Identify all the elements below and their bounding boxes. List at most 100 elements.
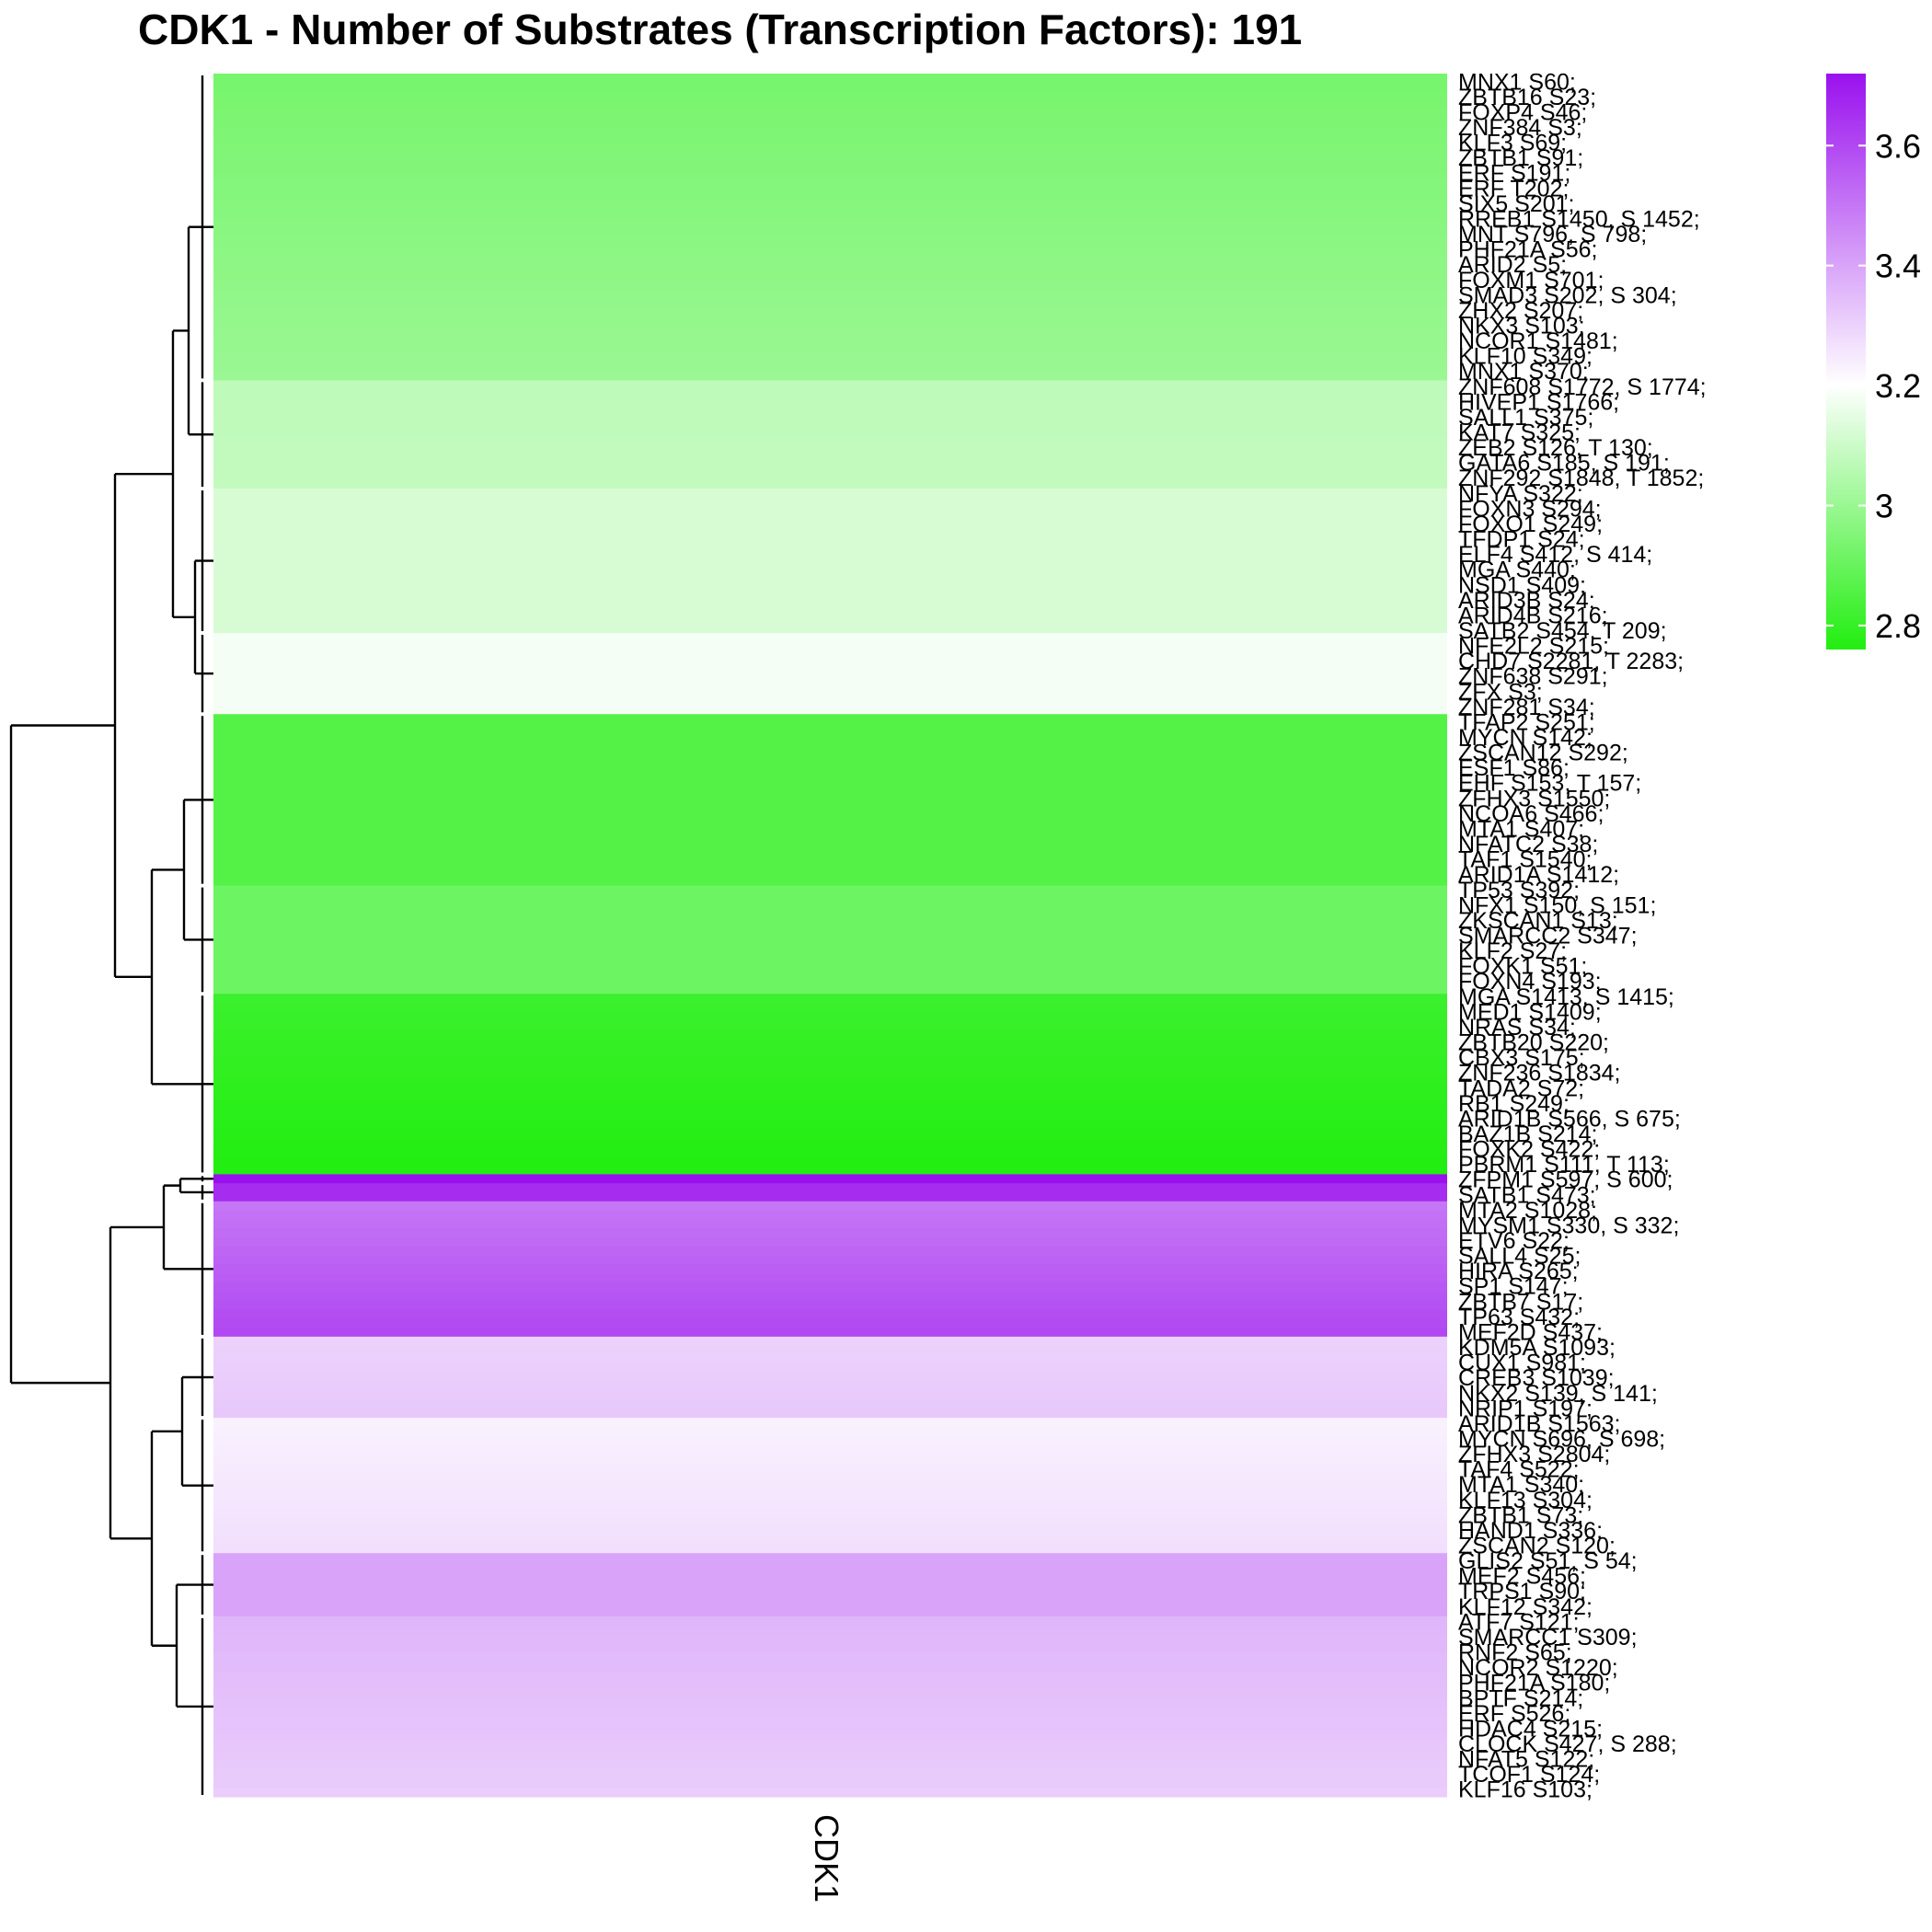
- heatmap-cell: [213, 1011, 1447, 1022]
- heatmap-cell: [213, 930, 1447, 941]
- heatmap-cell: [213, 1751, 1447, 1762]
- heatmap-cell: [213, 1237, 1447, 1248]
- row-label: ZKSCAN1 S13;: [1458, 908, 1618, 934]
- heatmap-cell: [213, 1282, 1447, 1293]
- heatmap-cell: [213, 958, 1447, 968]
- heatmap-cell: [213, 975, 1447, 986]
- heatmap-cell: [213, 551, 1447, 562]
- row-label: GLIS2 S51, S 54;: [1458, 1548, 1638, 1574]
- row-label: TADA2 S72;: [1458, 1075, 1584, 1101]
- heatmap-cells: [213, 74, 1447, 1798]
- heatmap-cell: [213, 1697, 1447, 1708]
- row-label: MYSM1 S330, S 332;: [1458, 1213, 1679, 1238]
- heatmap-cell: [213, 731, 1447, 742]
- row-label: ZBTB1 S73;: [1458, 1502, 1583, 1528]
- heatmap-cell: [213, 1769, 1447, 1779]
- row-label: NRIP1 S197;: [1458, 1396, 1593, 1421]
- heatmap-cell: [213, 966, 1447, 977]
- row-label: ZFHX3 S1550;: [1458, 786, 1610, 811]
- heatmap-cell: [213, 1570, 1447, 1581]
- heatmap-cell: [213, 542, 1447, 553]
- row-label: ERF S191;: [1458, 161, 1570, 187]
- heatmap-cell: [213, 1589, 1447, 1599]
- row-label: SALL1 S375;: [1458, 405, 1593, 431]
- row-label: KLF16 S103;: [1458, 1777, 1593, 1803]
- heatmap-cell: [213, 307, 1447, 318]
- row-label: MTA2 S1028;: [1458, 1198, 1597, 1224]
- heatmap-cell: [213, 524, 1447, 535]
- heatmap-cell: [213, 1625, 1447, 1636]
- heatmap-cell: [213, 741, 1447, 752]
- row-label: KLF12 S342;: [1458, 1594, 1593, 1620]
- heatmap-cell: [213, 362, 1447, 373]
- row-label: ARID1B S566, S 675;: [1458, 1106, 1681, 1132]
- legend-tick-label: 3.6: [1875, 127, 1921, 165]
- heatmap-cell: [213, 245, 1447, 255]
- heatmap-cell: [213, 1039, 1447, 1049]
- heatmap-cell: [213, 1670, 1447, 1681]
- row-label: ZNF236 S1834;: [1458, 1061, 1621, 1087]
- row-label: MNX1 S370;: [1458, 359, 1589, 385]
- row-label: NCOA6 S466;: [1458, 801, 1604, 827]
- row-label: NKX2 S139, S 141;: [1458, 1381, 1658, 1407]
- heatmap-cell: [213, 1463, 1447, 1473]
- heatmap-cell: [213, 1003, 1447, 1013]
- heatmap-cell: [213, 660, 1447, 670]
- heatmap-cell: [213, 714, 1447, 724]
- row-label: ELF4 S412, S 414;: [1458, 542, 1652, 568]
- heatmap-cell: [213, 1345, 1447, 1356]
- row-label: CHD7 S2281, T 2283;: [1458, 649, 1684, 674]
- heatmap-cell: [213, 1409, 1447, 1419]
- heatmap-cell: [213, 776, 1447, 788]
- row-label: MGA S1413, S 1415;: [1458, 984, 1674, 1010]
- heatmap-cell: [213, 299, 1447, 309]
- heatmap-cell: [213, 217, 1447, 228]
- column-label: CDK1: [808, 1814, 845, 1903]
- legend-tick-label: 2.8: [1875, 607, 1921, 645]
- row-label: ZBTB16 S23;: [1458, 85, 1596, 110]
- heatmap-cell: [213, 1354, 1447, 1364]
- heatmap-cell: [213, 587, 1447, 598]
- heatmap-cell: [213, 605, 1447, 615]
- row-label: ZHX2 S207;: [1458, 298, 1583, 324]
- heatmap-cell: [213, 624, 1447, 634]
- heatmap-cell: [213, 1318, 1447, 1328]
- row-label: ERF S526;: [1458, 1701, 1570, 1727]
- heatmap-cell: [213, 1219, 1447, 1229]
- heatmap-cell: [213, 1706, 1447, 1717]
- row-label: MEF2 S456;: [1458, 1564, 1586, 1590]
- row-label: TFAP2 S251;: [1458, 709, 1595, 735]
- heatmap-cell: [213, 164, 1447, 174]
- row-label: ZFPM1 S597, S 600;: [1458, 1167, 1673, 1193]
- heatmap-cell: [213, 1381, 1447, 1392]
- row-label: MTA1 S340;: [1458, 1472, 1584, 1498]
- heatmap-cell: [213, 416, 1447, 427]
- row-label: TAF4 S522;: [1458, 1457, 1580, 1483]
- heatmap-cell: [213, 200, 1447, 210]
- row-label: TRPS1 S90;: [1458, 1579, 1586, 1604]
- heatmap-cell: [213, 894, 1447, 904]
- row-label: NFX1 S150, S 151;: [1458, 892, 1656, 918]
- row-label: NRAS S34;: [1458, 1015, 1576, 1041]
- row-label: ERF T202;: [1458, 176, 1569, 201]
- row-label: ARID4B S216;: [1458, 603, 1608, 628]
- row-label: MYCN S696, S 698;: [1458, 1427, 1665, 1453]
- heatmap-cell: [213, 1183, 1447, 1193]
- heatmap-cell: [213, 1029, 1447, 1040]
- row-label: ZFHX3 S2804;: [1458, 1442, 1610, 1467]
- heatmap-cell: [213, 560, 1447, 570]
- row-label: TFDP1 S24;: [1458, 527, 1585, 553]
- heatmap-cell: [213, 1598, 1447, 1608]
- heatmap-cell: [213, 1020, 1447, 1031]
- heatmap-cell: [213, 1390, 1447, 1401]
- heatmap-cell: [213, 1580, 1447, 1591]
- row-label: HIVEP1 S1766;: [1458, 389, 1619, 415]
- row-label: ZNF638 S291;: [1458, 664, 1608, 690]
- row-label: KLF3 S69;: [1458, 131, 1567, 156]
- row-label: NFATC2 S38;: [1458, 832, 1598, 857]
- heatmap-cell: [213, 596, 1447, 607]
- row-label: BPTF S214;: [1458, 1685, 1583, 1711]
- row-label: TCOF1 S124;: [1458, 1762, 1600, 1788]
- heatmap-cell: [213, 994, 1447, 1004]
- heatmap-cell: [213, 1643, 1447, 1653]
